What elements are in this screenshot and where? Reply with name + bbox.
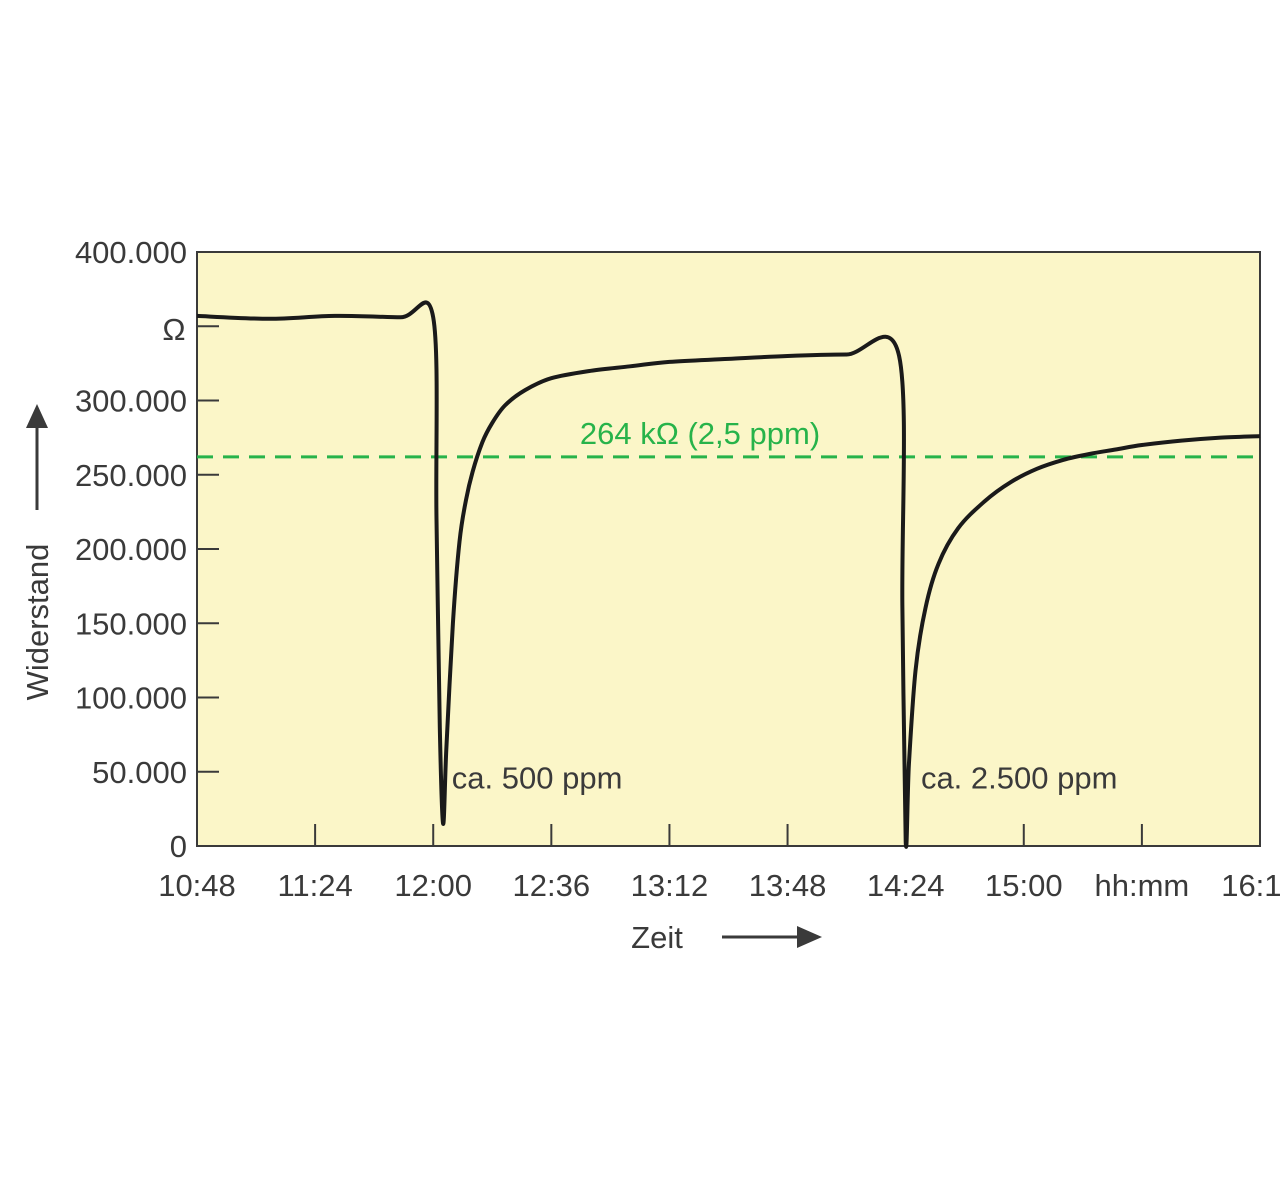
- y-tick-label: 200.000: [75, 532, 187, 567]
- annotation-label: ca. 500 ppm: [452, 761, 623, 796]
- x-tick-label: hh:mm: [1095, 868, 1190, 903]
- resistance-series-line: [196, 300, 1261, 849]
- x-tick-label: 12:36: [513, 868, 591, 903]
- x-tick-label: 11:24: [277, 868, 352, 903]
- x-tick-label: 15:00: [985, 868, 1063, 903]
- reference-line-label: 264 kΩ (2,5 ppm): [580, 416, 820, 451]
- x-axis: 10:48 11:24 12:00 12:36 13:12 13:48 14:24 15:00…: [158, 824, 1280, 903]
- annotations: ca. 500 ppm ca. 2.500 ppm: [452, 761, 1118, 796]
- y-tick-label: 0: [170, 829, 187, 864]
- y-unit-label: Ω: [162, 312, 185, 347]
- y-axis: 0 50.000 100.000 150.000 200.000 250.000 300.0…: [75, 235, 219, 864]
- y-tick-label: 300.000: [75, 384, 187, 419]
- x-tick-label: 13:48: [749, 868, 827, 903]
- plot-area: [196, 251, 1261, 847]
- annotation-label: ca. 2.500 ppm: [921, 761, 1117, 796]
- y-tick-label: 50.000: [92, 755, 187, 790]
- y-tick-label: 100.000: [75, 681, 187, 716]
- y-axis-label: Widerstand: [20, 544, 55, 701]
- x-axis-label: Zeit: [631, 920, 683, 955]
- x-axis-title: Zeit: [631, 920, 822, 955]
- y-tick-label: 400.000: [75, 235, 187, 270]
- x-tick-label: 10:48: [158, 868, 236, 903]
- y-axis-title: Widerstand: [20, 404, 55, 700]
- y-tick-label: 250.000: [75, 458, 187, 493]
- x-tick-label: 16:12: [1221, 868, 1280, 903]
- x-tick-label: 14:24: [867, 868, 945, 903]
- y-tick-label: 150.000: [75, 606, 187, 641]
- x-axis-arrowhead-icon: [797, 926, 822, 948]
- x-tick-label: 12:00: [394, 868, 472, 903]
- x-tick-label: 13:12: [631, 868, 709, 903]
- y-axis-arrowhead-icon: [26, 404, 48, 428]
